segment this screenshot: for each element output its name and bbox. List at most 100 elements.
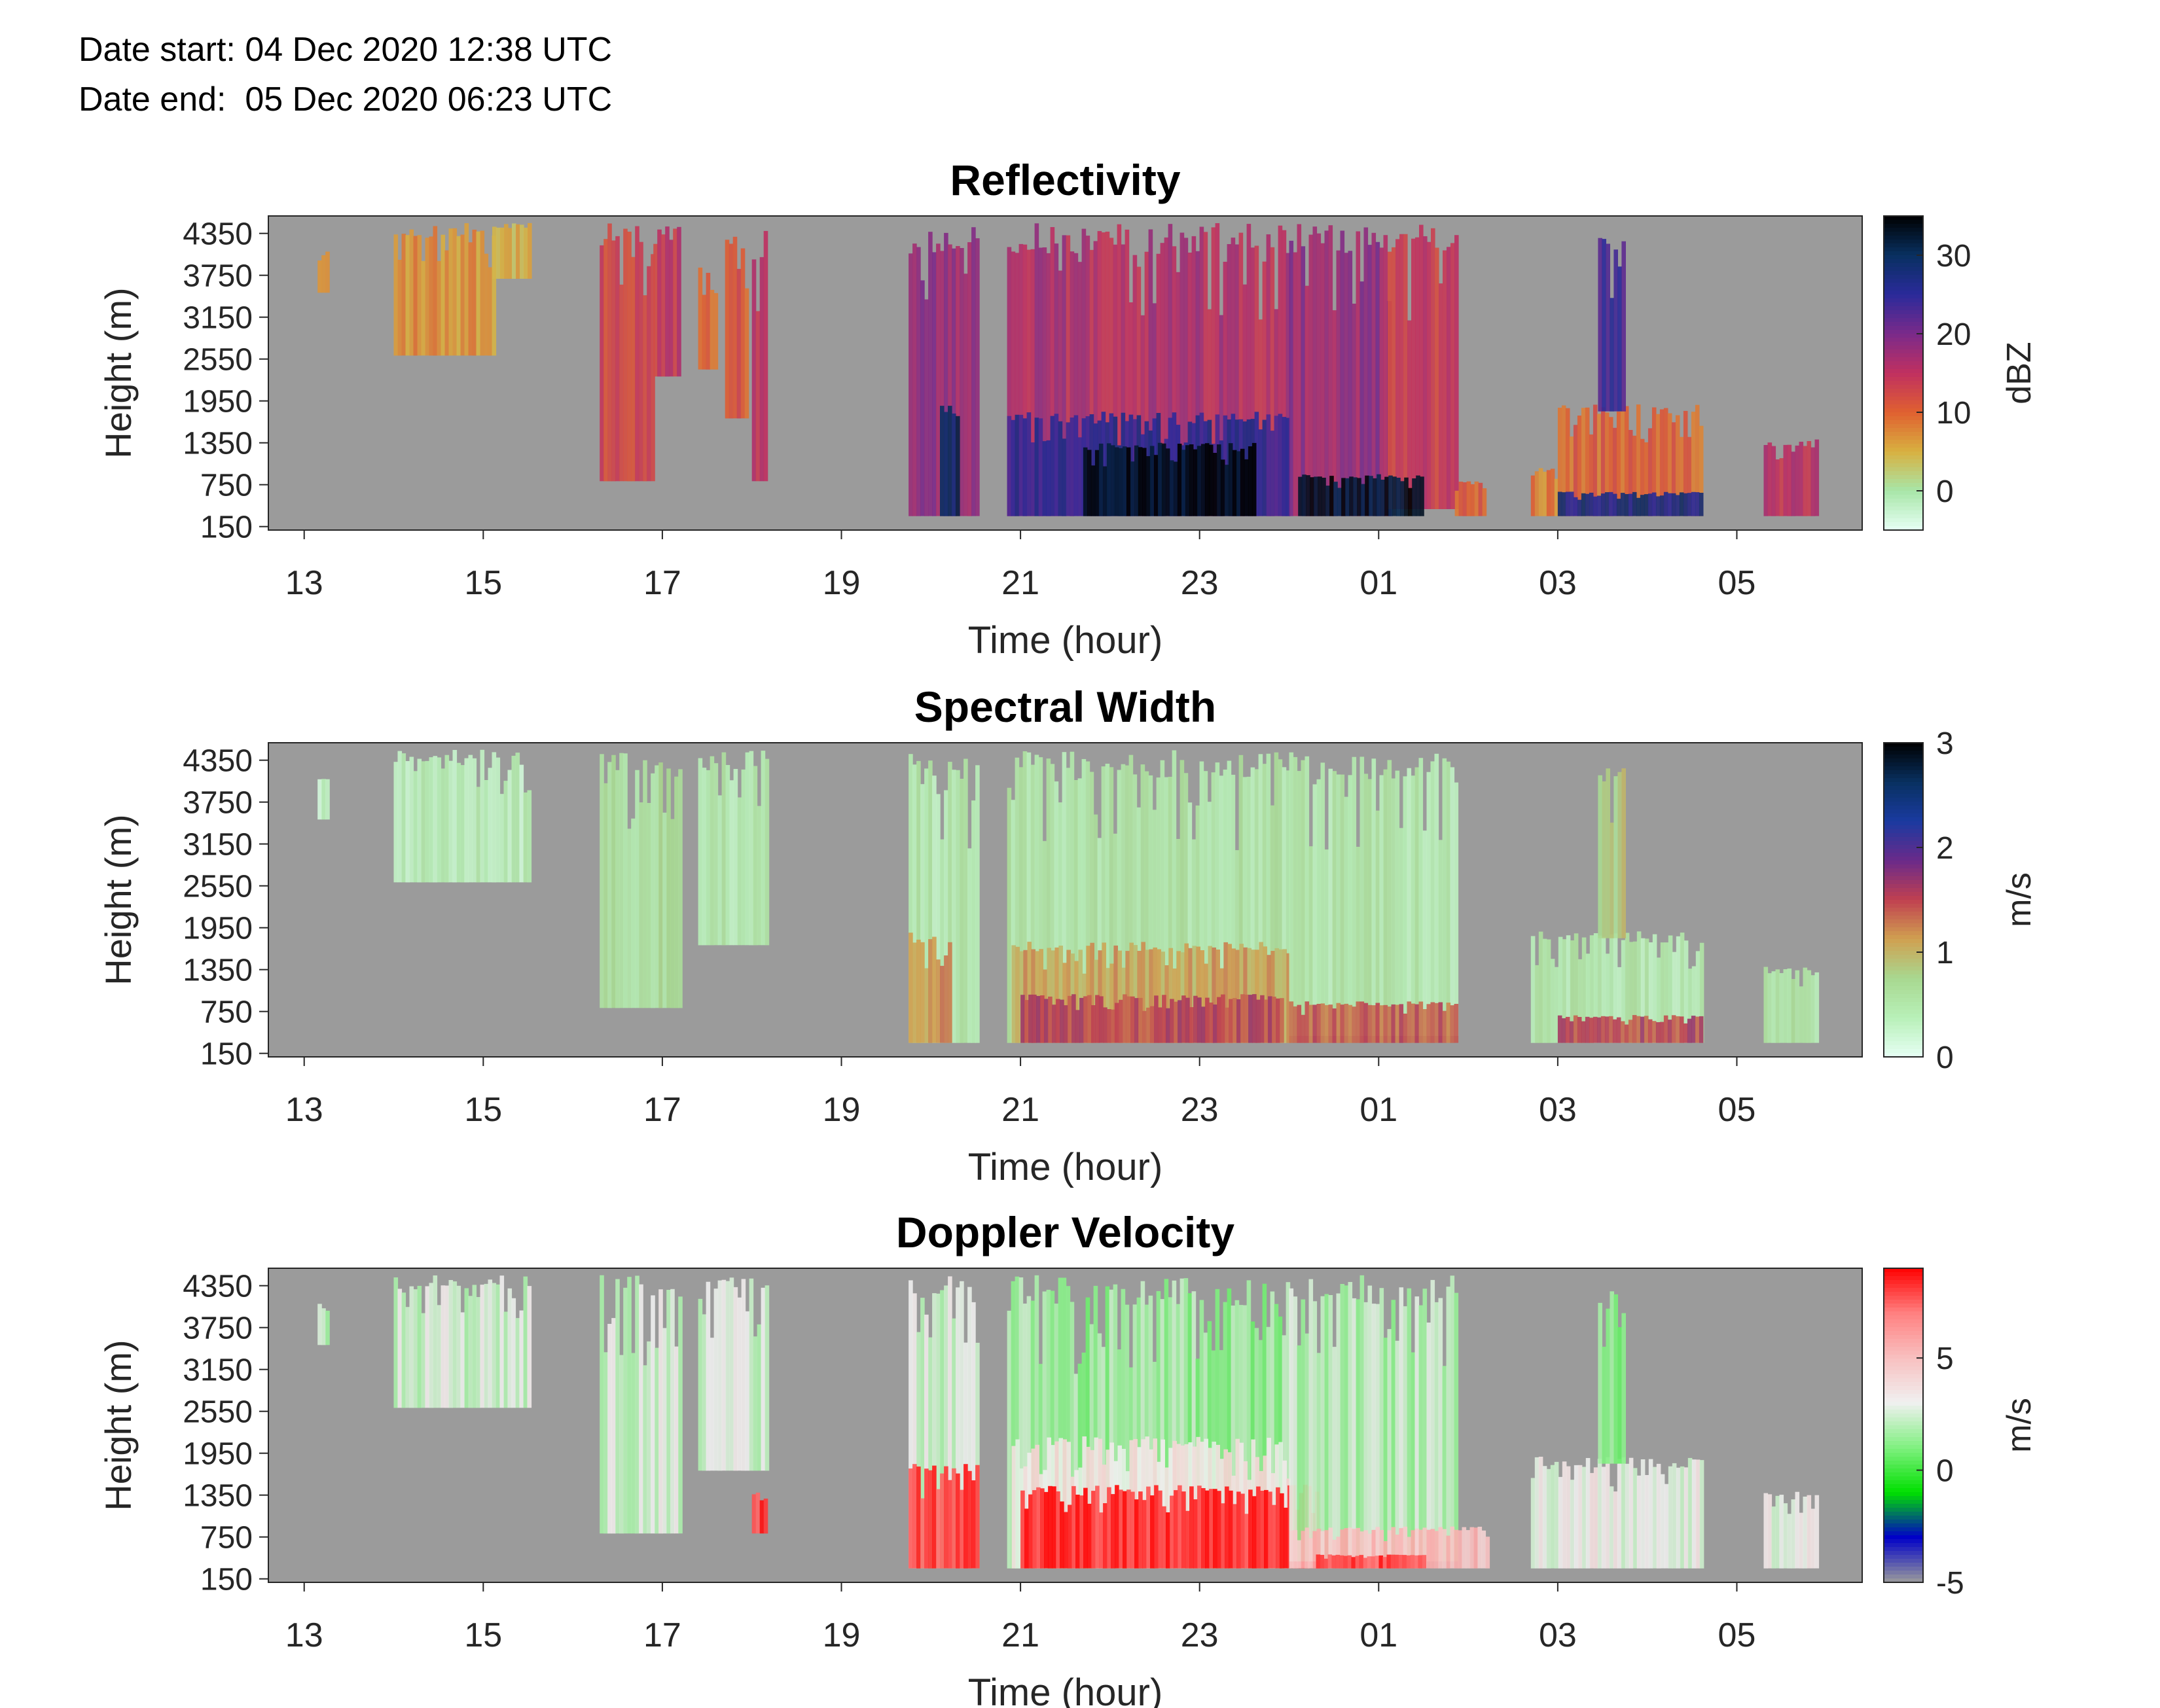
colorbar-label: m/s: [2000, 1398, 2038, 1453]
echo-cell: [433, 756, 438, 883]
echo-cell: [666, 1290, 671, 1534]
echo-cell: [1268, 1491, 1272, 1569]
echo-cell: [960, 1489, 964, 1569]
colorbar-swatch: [1884, 766, 1923, 771]
colorbar-swatch: [1884, 514, 1923, 519]
echo-cell: [670, 819, 675, 1008]
colorbar-swatch: [1884, 978, 1923, 983]
colorbar-swatch: [1884, 499, 1923, 503]
echo-cell: [1118, 448, 1123, 516]
echo-cell: [651, 773, 655, 1008]
echo-cell: [956, 246, 960, 516]
echo-cell: [909, 933, 913, 1043]
echo-cell: [1011, 419, 1016, 516]
echo-cell: [1324, 230, 1329, 516]
echo-cell: [967, 1287, 972, 1569]
echo-cell: [1412, 478, 1416, 516]
echo-cell: [1462, 482, 1467, 516]
echo-cell: [631, 818, 636, 1008]
echo-cell: [1205, 1490, 1210, 1569]
echo-cell: [1070, 751, 1075, 1043]
echo-cell: [1367, 1005, 1373, 1043]
echo-cell: [1312, 1301, 1318, 1561]
colorbar-swatch: [1884, 1300, 1923, 1304]
echo-cell: [1679, 436, 1684, 516]
echo-cell: [393, 762, 399, 883]
colorbar-swatch: [1884, 892, 1923, 897]
echo-cell: [745, 1311, 750, 1471]
x-tick-label: 19: [823, 1616, 861, 1654]
echo-cell: [1680, 933, 1685, 1043]
echo-cell: [1312, 226, 1318, 516]
echo-cell: [317, 1304, 322, 1345]
echo-cell: [1087, 450, 1092, 516]
colorbar-swatch: [1884, 459, 1923, 464]
y-tick-label: 4350: [183, 217, 253, 252]
echo-cell: [1018, 1277, 1024, 1569]
echo-cell: [971, 1302, 976, 1569]
colorbar-tick-label: 0: [1936, 1454, 1954, 1489]
echo-cell: [1557, 491, 1562, 516]
echo-cell: [425, 238, 430, 356]
echo-cell: [1140, 764, 1145, 1043]
echo-cell: [1391, 1300, 1396, 1561]
echo-cell: [1795, 970, 1800, 1043]
echo-cell: [1407, 1537, 1412, 1569]
echo-cell: [1212, 453, 1217, 516]
echo-cell: [1624, 494, 1629, 516]
echo-cell: [1647, 428, 1653, 516]
echo-cell: [1454, 1292, 1459, 1561]
echo-cell: [1356, 1001, 1361, 1043]
echo-cell: [1132, 774, 1138, 1043]
echo-cell: [1336, 1003, 1341, 1043]
echo-cell: [1136, 807, 1142, 1043]
echo-cell: [940, 1290, 945, 1569]
echo-cell: [1787, 1514, 1792, 1569]
echo-cell: [437, 757, 442, 883]
echo-cell: [1400, 481, 1405, 516]
echo-cell: [1585, 407, 1590, 516]
echo-cell: [1181, 995, 1186, 1043]
echo-cell: [1144, 251, 1149, 516]
echo-cell: [1207, 1321, 1212, 1569]
colorbar-swatch: [1884, 385, 1923, 389]
echo-cell: [1293, 756, 1298, 1036]
echo-cell: [1073, 253, 1079, 516]
echo-cell: [1176, 272, 1181, 516]
echo-cell: [944, 232, 948, 516]
echo-cell: [1081, 228, 1087, 516]
echo-cell: [1593, 404, 1598, 516]
colorbar-swatch: [1884, 1378, 1923, 1383]
x-tick-label: 01: [1359, 1091, 1397, 1129]
echo-cell: [1363, 1003, 1369, 1043]
colorbar-swatch: [1884, 861, 1923, 865]
echo-cell: [1231, 238, 1236, 516]
echo-cell: [1121, 244, 1126, 516]
echo-cell: [1570, 940, 1575, 1043]
echo-cell: [1699, 1460, 1704, 1569]
echo-cell: [1227, 1288, 1232, 1569]
echo-cell: [753, 1336, 758, 1471]
echo-cell: [1105, 1286, 1110, 1569]
echo-cell: [1289, 1001, 1294, 1043]
echo-cell: [1430, 1529, 1435, 1569]
echo-cell: [1359, 1275, 1365, 1561]
echo-cell: [1282, 230, 1287, 516]
echo-cell: [1322, 478, 1326, 516]
echo-cell: [1208, 444, 1214, 516]
colorbar-swatch: [1884, 990, 1923, 995]
colorbar-swatch: [1884, 1484, 1923, 1489]
echo-cell: [619, 284, 624, 482]
colorbar-swatch: [1884, 837, 1923, 842]
echo-cell: [1038, 757, 1043, 1043]
echo-cell: [1090, 465, 1096, 516]
echo-cell: [1621, 768, 1626, 938]
echo-cell: [1058, 946, 1063, 1043]
echo-cell: [1097, 838, 1102, 1043]
colorbar-swatch: [1884, 1366, 1923, 1371]
colorbar-tick-label: 5: [1936, 1342, 1954, 1376]
colorbar-swatch: [1884, 463, 1923, 468]
echo-cell: [1427, 241, 1431, 509]
echo-cell: [1308, 1279, 1314, 1561]
echo-cell: [1430, 1002, 1435, 1043]
